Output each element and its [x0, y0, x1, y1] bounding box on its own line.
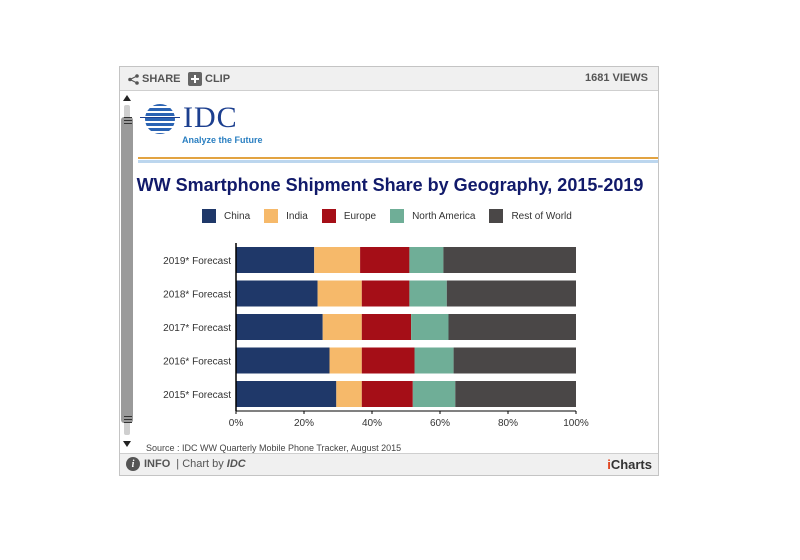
bar-segment [236, 314, 323, 340]
clip-label: CLIP [205, 73, 231, 85]
chart-by-label: | Chart by [176, 458, 224, 470]
bar-segment [317, 280, 362, 307]
legend-swatch [202, 209, 216, 223]
grip-line [124, 419, 132, 420]
widget-toolbar: SHARE CLIP 1681 VIEWS [120, 67, 658, 91]
bar-segment [412, 381, 456, 407]
chart-legend: China India Europe North America Rest of Wor… [202, 209, 586, 223]
legend-label: China [224, 210, 251, 222]
x-tick-label: 100% [563, 418, 589, 429]
legend-swatch [321, 209, 336, 223]
globe-icon [138, 104, 182, 134]
legend-swatch [489, 209, 504, 223]
icharts-logo-i: i [607, 457, 611, 472]
info-icon: i [126, 457, 140, 471]
bar-segment [236, 347, 330, 374]
bar-segment [360, 247, 410, 273]
bar-segment [453, 347, 576, 374]
bar-segment [329, 347, 362, 374]
divider [138, 160, 658, 163]
bar-segment [409, 280, 447, 307]
category-label: 2015* Forecast [163, 390, 231, 401]
legend-swatch [264, 209, 279, 223]
icharts-logo-rest: Charts [610, 457, 652, 472]
bar-segment [409, 247, 444, 273]
legend-item: Europe [321, 209, 377, 223]
bar-segment [443, 247, 576, 273]
widget-footer: i INFO | Chart by IDC iCharts [120, 453, 658, 475]
bar-segment [361, 280, 410, 307]
bar-segment [455, 381, 576, 407]
legend-label: Rest of World [511, 210, 572, 222]
bar-segment [236, 247, 315, 273]
legend-item: North America [390, 209, 475, 223]
bar-segment [446, 280, 576, 307]
bar-segment [411, 314, 449, 340]
legend-swatch [390, 209, 405, 223]
share-icon [128, 73, 139, 85]
chart-by-credit: | Chart by IDC [176, 458, 245, 470]
category-label: 2017* Forecast [163, 323, 231, 334]
logo-wordmark: IDC [183, 101, 238, 134]
chart-title: WW Smartphone Shipment Share by Geograph… [136, 175, 644, 195]
icharts-logo[interactable]: iCharts [607, 457, 652, 472]
chart-by-brand: IDC [226, 458, 246, 470]
chart-widget: SHARE CLIP 1681 VIEWS [119, 66, 659, 476]
bar-segment [361, 347, 415, 374]
grip-line [124, 422, 132, 423]
scroll-down-icon[interactable] [123, 441, 131, 447]
x-tick-label: 40% [362, 418, 382, 429]
vertical-scrollbar[interactable] [120, 95, 134, 447]
category-label: 2019* Forecast [163, 256, 231, 267]
scroll-thumb[interactable] [121, 117, 133, 423]
grip-line [124, 120, 132, 121]
bar-segment [361, 314, 412, 340]
bar-chart-plot: 2019* Forecast 2018* Forecast 2017* Foreca… [163, 243, 589, 429]
source-note: Source : IDC WW Quarterly Mobile Phone T… [146, 443, 402, 453]
category-label: 2018* Forecast [163, 290, 231, 301]
bar-segment [236, 280, 318, 307]
plus-icon [188, 72, 202, 86]
grip-line [124, 416, 132, 417]
idc-logo: IDC Analyze the Future [138, 97, 338, 153]
clip-button[interactable]: CLIP [188, 71, 230, 87]
x-tick-label: 20% [294, 418, 314, 429]
bar-segment [361, 381, 413, 407]
x-tick-label: 0% [229, 418, 244, 429]
view-count: 1681 VIEWS [585, 72, 648, 84]
legend-item: Rest of World [489, 209, 572, 223]
grip-line [124, 117, 132, 118]
legend-item: India [264, 209, 308, 223]
legend-label: Europe [343, 210, 377, 222]
share-button[interactable]: SHARE [128, 71, 181, 87]
category-label: 2016* Forecast [163, 357, 231, 368]
x-tick-label: 80% [498, 418, 518, 429]
bar-segment [322, 314, 362, 340]
legend-label: India [286, 210, 308, 222]
bar-segment [448, 314, 576, 340]
grip-line [124, 123, 132, 124]
bar-segment [414, 347, 454, 374]
divider [138, 157, 658, 159]
legend-item: China [202, 209, 250, 223]
logo-tagline: Analyze the Future [182, 135, 263, 145]
bar-segment [314, 247, 361, 273]
bar-segment [336, 381, 362, 407]
bar-segment [236, 381, 337, 407]
scroll-up-icon[interactable] [123, 95, 131, 101]
x-tick-label: 60% [430, 418, 450, 429]
info-label: INFO [144, 458, 171, 470]
share-label: SHARE [142, 73, 181, 85]
legend-label: North America [412, 210, 476, 222]
info-button[interactable]: i INFO | Chart by IDC [126, 457, 246, 471]
